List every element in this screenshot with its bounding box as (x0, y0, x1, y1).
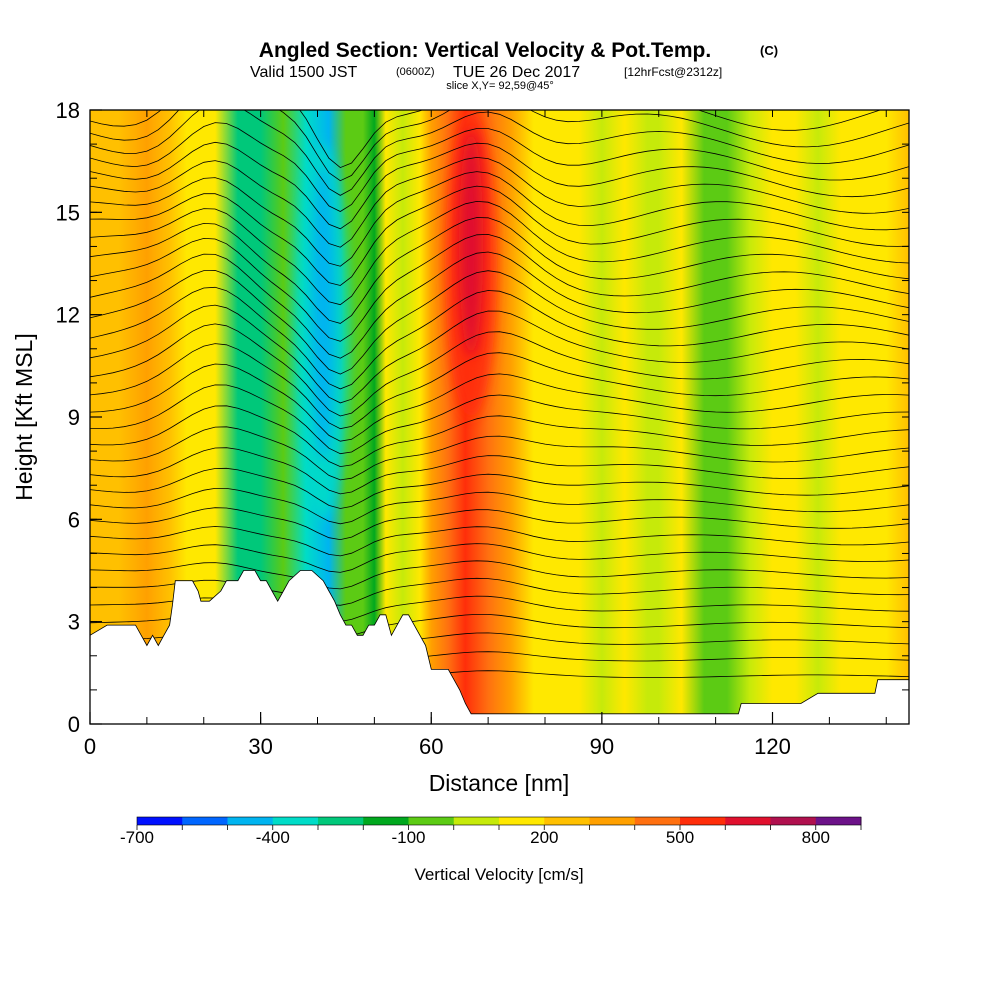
theta-contour (90, 200, 909, 306)
terrain (90, 570, 909, 724)
colorbar-swatch (137, 817, 183, 825)
forecast-info: [12hrFcst@2312z] (624, 65, 722, 79)
theta-contour (90, 251, 909, 359)
colorbar-tick-label: -400 (256, 828, 290, 847)
y-axis-label: Height [Kft MSL] (11, 333, 37, 500)
valid-date: TUE 26 Dec 2017 (453, 64, 580, 81)
colorbar-swatch (272, 817, 319, 825)
theta-contour (90, 185, 909, 286)
theta-contour (90, 217, 909, 324)
theta-contour (90, 467, 909, 509)
colorbar-swatch (815, 817, 862, 825)
valid-prefix: Valid 1500 JST (250, 64, 358, 81)
colorbar-tick-label: 200 (530, 828, 558, 847)
y-axis: 0 3 6 9 12 15 18 (56, 98, 909, 737)
colorbar-swatch (453, 817, 500, 825)
y-tick-label: 12 (56, 303, 80, 328)
theta-contour (90, 110, 909, 196)
plot-area (90, 110, 909, 724)
colorbar-swatch (182, 817, 228, 825)
title-unit: (C) (760, 43, 778, 58)
colorbar-swatch (227, 817, 274, 825)
y-tick-label: 3 (68, 610, 80, 635)
updraft-core-inner (459, 130, 484, 357)
theta-contour (90, 122, 909, 212)
theta-contour (90, 323, 909, 417)
theta-contour (90, 233, 909, 342)
theta-contour (90, 363, 909, 442)
theta-contour (90, 507, 909, 541)
chart-title: Angled Section: Vertical Velocity & Pot.… (259, 39, 711, 62)
theta-contour (90, 405, 909, 468)
y-tick-label: 18 (56, 98, 80, 123)
theta-contour (90, 560, 909, 590)
colorbar: -700 -400 -100 200 500 800 (120, 816, 862, 847)
colorbar-swatch (634, 817, 681, 825)
theta-contour (90, 343, 909, 430)
theta-contour (90, 543, 909, 573)
theta-contour (90, 171, 909, 267)
downdraft-core-inner (311, 164, 336, 460)
x-tick-label: 60 (419, 734, 443, 759)
colorbar-swatch (318, 817, 364, 825)
x-axis-label: Distance [nm] (429, 770, 570, 796)
valid-utc: (0600Z) (396, 66, 435, 78)
colorbar-swatch (499, 817, 545, 825)
x-tick-label: 90 (590, 734, 614, 759)
theta-contour (90, 304, 909, 404)
colorbar-swatch (770, 817, 817, 825)
x-tick-label: 30 (248, 734, 272, 759)
title-block: Angled Section: Vertical Velocity & Pot.… (250, 39, 778, 92)
theta-contour (90, 447, 909, 495)
colorbar-swatch (544, 817, 590, 825)
theta-contour (90, 426, 909, 481)
colorbar-tick-label: 500 (666, 828, 694, 847)
slice-info: slice X,Y= 92,59@45° (446, 80, 554, 92)
y-tick-label: 0 (68, 712, 80, 737)
y-tick-label: 9 (68, 405, 80, 430)
colorbar-tick-label: -700 (120, 828, 154, 847)
theta-contour (90, 156, 909, 248)
theta-contour (90, 286, 909, 390)
theta-contour (90, 110, 909, 182)
y-tick-label: 15 (56, 200, 80, 225)
theta-contour (90, 110, 882, 169)
colorbar-swatch (408, 817, 455, 825)
colorbar-tick-label: 800 (802, 828, 830, 847)
colorbar-tick-label: -100 (391, 828, 425, 847)
colorbar-swatch (725, 817, 771, 825)
theta-contour (90, 526, 909, 557)
y-tick-label: 6 (68, 507, 80, 532)
colorbar-swatch (589, 817, 636, 825)
colorbar-label: Vertical Velocity [cm/s] (414, 865, 583, 884)
theta-contour (90, 488, 909, 525)
x-tick-label: 120 (754, 734, 791, 759)
theta-contour (90, 141, 909, 230)
colorbar-swatch (363, 817, 409, 825)
theta-contour (90, 269, 909, 375)
x-tick-label: 0 (84, 734, 96, 759)
colorbar-swatch (680, 817, 726, 825)
x-axis: 0 30 60 90 120 (84, 110, 887, 759)
theta-contour (90, 384, 909, 455)
